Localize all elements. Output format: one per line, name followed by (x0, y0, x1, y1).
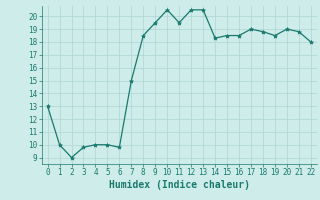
X-axis label: Humidex (Indice chaleur): Humidex (Indice chaleur) (109, 180, 250, 190)
